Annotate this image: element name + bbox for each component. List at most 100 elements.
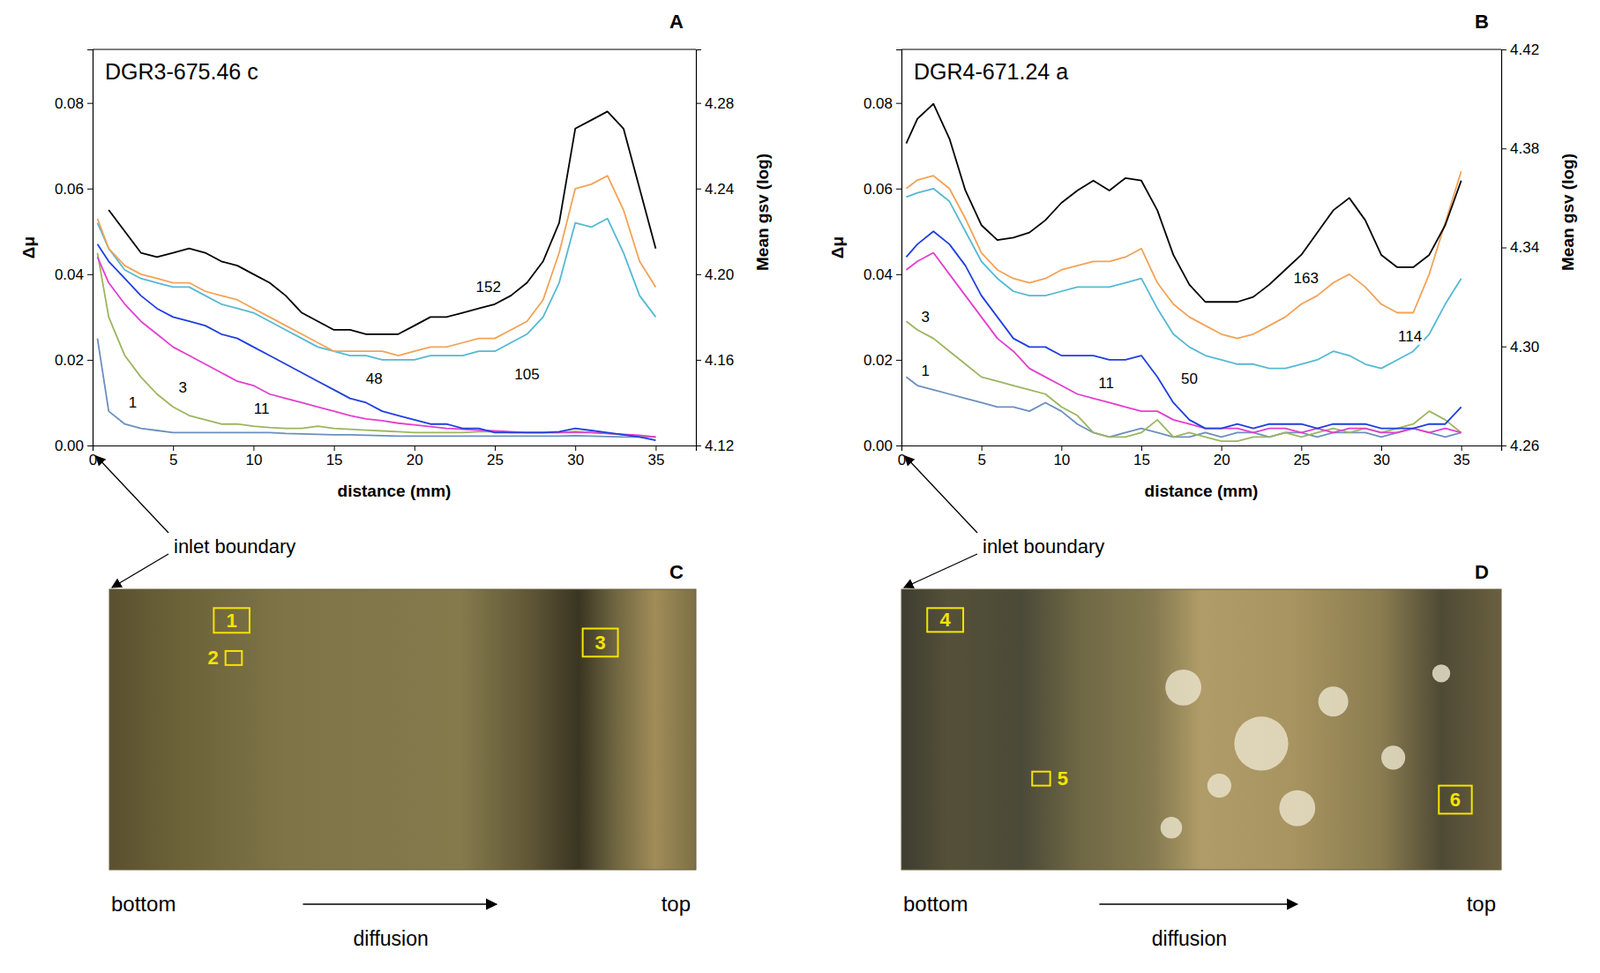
- axis: 05101520253035: [897, 445, 1503, 469]
- tick-mark: [695, 445, 702, 447]
- tick: 0.08: [54, 95, 93, 113]
- tick: 4.38: [1501, 140, 1540, 158]
- tick-label: 25: [1293, 451, 1310, 469]
- tick-mark: [253, 445, 255, 451]
- tick-mark: [896, 445, 902, 447]
- axis-line: [87, 50, 94, 447]
- label-patch: [1179, 370, 1200, 388]
- sample-box: [927, 607, 964, 632]
- arrow: [112, 553, 169, 588]
- tick: 10: [1053, 445, 1070, 469]
- tick: 0.02: [863, 351, 902, 369]
- tick: 4.34: [1501, 239, 1540, 256]
- label-patch: [919, 362, 931, 380]
- axis-line: [696, 50, 703, 447]
- axis-line: [93, 446, 697, 452]
- tick: 5: [169, 445, 178, 469]
- tick: 0.02: [54, 351, 93, 369]
- tick-label: 0.00: [863, 437, 893, 455]
- photo: [901, 589, 1502, 870]
- tick: 30: [1373, 445, 1391, 469]
- tick: 15: [326, 445, 344, 469]
- tick: 4.42: [1501, 41, 1540, 59]
- tick: 4.24: [695, 180, 734, 198]
- tick-mark: [87, 188, 93, 190]
- label-patch: [512, 366, 541, 383]
- series-label: 1: [128, 394, 137, 412]
- tick: 0.06: [863, 180, 902, 198]
- tick: 4.26: [1501, 437, 1540, 455]
- sample-label: 6: [1450, 788, 1461, 811]
- tick-mark: [87, 445, 93, 447]
- axis-line: [902, 446, 1503, 452]
- line: [108, 111, 656, 334]
- axis-title: Mean gsv (log): [753, 153, 772, 271]
- tick-label: 4.42: [1510, 41, 1540, 59]
- tick: 10: [245, 445, 262, 469]
- tick-label: 0.02: [863, 351, 893, 369]
- arrow-label: diffusion: [1151, 927, 1227, 950]
- annotation: inlet boundary: [173, 535, 296, 558]
- tick: 4.20: [695, 266, 734, 284]
- tick-label: 4.34: [1510, 239, 1540, 256]
- side-label: top: [1466, 891, 1496, 916]
- photo-texture: [1278, 790, 1316, 827]
- panel-chart: 051015202530350.000.020.040.060.084.124.…: [19, 10, 772, 588]
- line: [905, 188, 1461, 369]
- axis-title: Δμ: [828, 236, 847, 259]
- line: [97, 218, 656, 360]
- photo-panel: 456Dbottomtopdiffusion: [901, 560, 1502, 950]
- series-label: 163: [1293, 269, 1319, 287]
- sample-label: 4: [940, 608, 952, 631]
- tick-label: 20: [406, 451, 424, 469]
- axis-line: [896, 50, 903, 447]
- tick: 30: [567, 445, 584, 469]
- tick-mark: [1141, 445, 1143, 451]
- tick-label: 4.30: [1510, 338, 1540, 356]
- tick-label: 4.16: [704, 351, 734, 369]
- photo-panel: 123Cbottomtopdiffusion: [109, 560, 696, 950]
- tick-mark: [87, 103, 93, 105]
- series-labels: 131150114163: [919, 269, 1424, 391]
- series-labels: 131148105152: [127, 278, 542, 418]
- axis-title: distance (mm): [337, 481, 452, 501]
- axis: 4.26 4.30 4.34 4.38 4.42: [1501, 41, 1540, 455]
- label-patch: [1096, 374, 1116, 392]
- axis-title: distance (mm): [1144, 481, 1259, 501]
- tick-label: 20: [1213, 451, 1231, 469]
- line: [97, 244, 656, 441]
- sample-box: [1031, 771, 1050, 786]
- tick-mark: [1501, 346, 1507, 348]
- tick-label: 30: [1373, 451, 1391, 469]
- axis-title: Mean gsv (log): [1558, 153, 1578, 271]
- line: [905, 171, 1461, 338]
- series-label: 1: [920, 362, 929, 380]
- label-patch: [474, 278, 503, 296]
- line: [97, 253, 656, 438]
- tick-label: 35: [647, 451, 665, 469]
- tick-label: 0.02: [54, 351, 84, 369]
- tick-mark: [981, 445, 983, 451]
- axis-title: Δμ: [19, 236, 38, 259]
- line: [97, 175, 656, 356]
- tick: 0: [89, 445, 98, 469]
- tick-label: 5: [977, 451, 986, 469]
- arrow-label: diffusion: [353, 927, 429, 950]
- tick-label: 30: [567, 451, 584, 469]
- tick-mark: [575, 445, 576, 451]
- figure: 051015202530350.000.020.040.060.084.124.…: [0, 0, 1600, 973]
- tick-mark: [1461, 445, 1463, 451]
- panel-letter: C: [669, 560, 684, 584]
- tick-label: 15: [326, 451, 344, 469]
- tick: 25: [1293, 445, 1310, 469]
- tick: 4.16: [695, 351, 734, 369]
- sample-label: 2: [207, 646, 218, 669]
- photo-texture: [1207, 773, 1232, 798]
- tick-label: 0: [89, 451, 98, 469]
- line: [97, 256, 656, 437]
- tick: 35: [1453, 445, 1471, 469]
- tick-mark: [494, 445, 496, 451]
- tick: 20: [406, 445, 424, 469]
- tick: 25: [486, 445, 504, 469]
- label-patch: [1396, 328, 1424, 345]
